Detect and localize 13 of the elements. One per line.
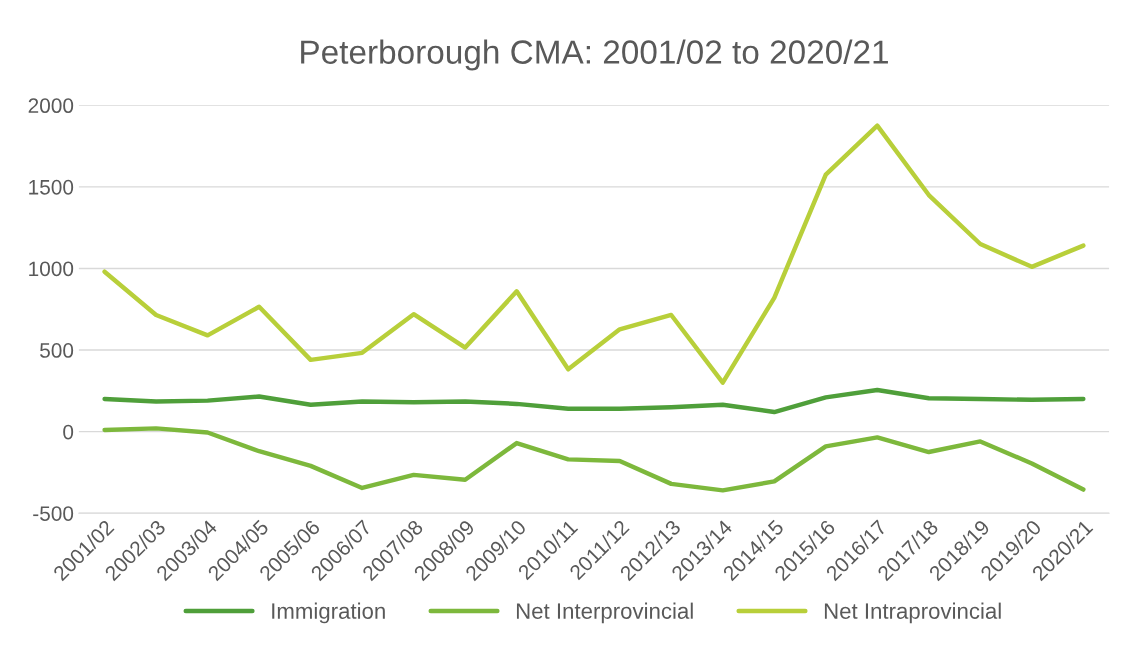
chart-title: Peterborough CMA: 2001/02 to 2020/21 [301, 39, 888, 71]
y-tick-label: 500 [40, 343, 74, 358]
y-tick-label: -500 [33, 506, 74, 521]
line-series [102, 387, 1086, 415]
y-tick-label: 0 [63, 424, 74, 440]
y-tick-label: 1500 [29, 179, 74, 195]
line-series [102, 426, 1086, 493]
line-series [102, 123, 1086, 385]
y-tick-label: 2000 [28, 98, 74, 114]
legend-label: Net Intraprovincial [824, 602, 1001, 624]
legend-label: Immigration [272, 602, 385, 624]
legend-label: Net Interprovincial [516, 602, 693, 624]
y-tick-label: 1000 [29, 261, 74, 277]
